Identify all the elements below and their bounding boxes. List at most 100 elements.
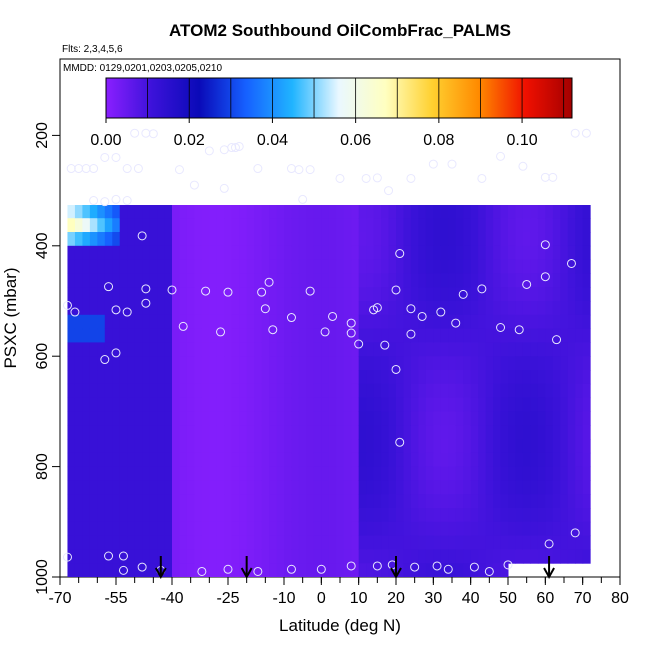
- heatmap-cell: [441, 163, 449, 177]
- heatmap-cell: [381, 356, 390, 371]
- y-tick-label: 800: [34, 453, 51, 480]
- heatmap-cell: [343, 342, 352, 357]
- heatmap-cell: [134, 397, 143, 412]
- heatmap-cell: [463, 549, 472, 564]
- heatmap-cell: [388, 549, 397, 564]
- heatmap-cell: [306, 259, 315, 274]
- heatmap-cell: [67, 314, 76, 330]
- heatmap-cell: [194, 259, 203, 274]
- heatmap-cell: [89, 521, 98, 537]
- heatmap-cell: [291, 273, 300, 288]
- heatmap-cell: [493, 245, 502, 261]
- heatmap-cell: [164, 549, 173, 564]
- heatmap-cell: [552, 342, 561, 357]
- heatmap-cell: [478, 287, 487, 302]
- heatmap-cell: [209, 314, 218, 330]
- heatmap-cell: [396, 466, 404, 481]
- heatmap-cell: [75, 149, 83, 163]
- heatmap-cell: [298, 328, 307, 343]
- measurement-point: [201, 286, 211, 296]
- heatmap-cell: [179, 287, 188, 302]
- heatmap-cell: [418, 425, 427, 440]
- heatmap-cell: [515, 439, 524, 454]
- heatmap-cell: [291, 177, 299, 191]
- heatmap-cell: [97, 521, 106, 537]
- heatmap-cell: [291, 535, 300, 550]
- heatmap-cell: [366, 563, 375, 577]
- heatmap-cell: [567, 356, 576, 371]
- heatmap-cell: [493, 356, 502, 371]
- heatmap-cell: [194, 356, 203, 371]
- measurement-point: [581, 128, 591, 138]
- heatmap-cell: [134, 521, 143, 537]
- x-tick-label: 40: [462, 590, 480, 607]
- heatmap-cell: [478, 466, 487, 481]
- heatmap-cell: [493, 411, 502, 426]
- heatmap-cell: [74, 287, 83, 302]
- heatmap-cell: [276, 259, 285, 274]
- heatmap-cell: [425, 521, 434, 537]
- heatmap-cell: [239, 314, 248, 330]
- heatmap-cell: [470, 549, 479, 564]
- heatmap-cell: [530, 314, 539, 330]
- heatmap-cell: [403, 439, 412, 454]
- heatmap-cell: [231, 328, 240, 343]
- heatmap-cell: [201, 232, 210, 247]
- heatmap-cell: [552, 205, 561, 219]
- heatmap-cell: [82, 494, 91, 509]
- heatmap-cell: [582, 439, 591, 454]
- heatmap-cell: [276, 397, 285, 412]
- heatmap-cell: [530, 328, 539, 343]
- heatmap-cell: [433, 411, 442, 426]
- heatmap-cell: [373, 480, 382, 495]
- heatmap-cell: [463, 439, 472, 454]
- heatmap-cell: [97, 494, 106, 509]
- heatmap-cell: [276, 480, 285, 495]
- measurement-point: [544, 539, 554, 549]
- heatmap-cell: [142, 439, 151, 454]
- heatmap-cell: [112, 508, 121, 523]
- heatmap-cell: [388, 287, 397, 302]
- heatmap-cell: [201, 205, 210, 219]
- heatmap-cell: [470, 287, 479, 302]
- heatmap-cell: [485, 301, 494, 316]
- heatmap-cell: [277, 149, 285, 163]
- heatmap-cell: [463, 149, 471, 163]
- heatmap-cell: [396, 191, 404, 205]
- heatmap-cell: [418, 466, 427, 481]
- heatmap-cell: [425, 218, 434, 233]
- heatmap-cell: [582, 301, 591, 316]
- heatmap-cell: [373, 549, 382, 564]
- heatmap-cell: [344, 191, 352, 205]
- heatmap-cell: [530, 494, 539, 509]
- heatmap-cell: [515, 494, 524, 509]
- heatmap-cell: [396, 177, 404, 191]
- heatmap-cell: [537, 466, 546, 481]
- heatmap-cell: [470, 205, 479, 219]
- heatmap-cell: [545, 466, 554, 481]
- heatmap-cell: [493, 535, 502, 550]
- heatmap-cell: [216, 356, 225, 371]
- heatmap-cell: [523, 149, 531, 163]
- heatmap-cell: [336, 425, 345, 440]
- heatmap-cell: [463, 425, 472, 440]
- heatmap-cell: [560, 232, 569, 247]
- heatmap-cell: [478, 273, 487, 288]
- measurement-point: [503, 560, 513, 570]
- heatmap-cell: [209, 563, 218, 577]
- heatmap-cell: [89, 245, 98, 261]
- heatmap-cell: [552, 521, 561, 537]
- heatmap-cell: [515, 328, 524, 343]
- heatmap-cell: [104, 508, 113, 523]
- heatmap-cell: [119, 549, 128, 564]
- heatmap-cell: [217, 122, 225, 136]
- heatmap-cell: [396, 122, 404, 136]
- heatmap-cell: [515, 480, 524, 495]
- heatmap-cell: [567, 508, 576, 523]
- heatmap-cell: [478, 328, 487, 343]
- heatmap-cell: [186, 480, 195, 495]
- heatmap-cell: [463, 466, 472, 481]
- measurement-point: [89, 164, 99, 174]
- heatmap-cell: [470, 356, 479, 371]
- heatmap-cell: [164, 314, 173, 330]
